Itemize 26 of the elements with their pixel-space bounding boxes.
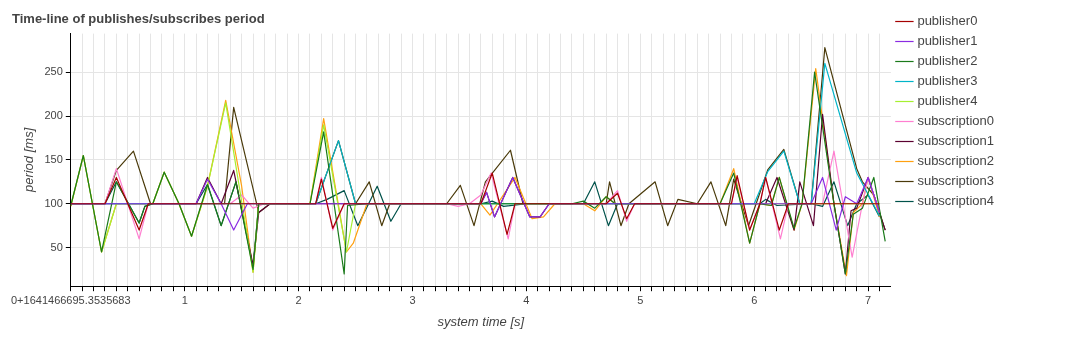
y-tick-label: 250 xyxy=(44,65,63,78)
x-tick-label: 3 xyxy=(409,293,416,306)
y-tick-label: 200 xyxy=(44,109,63,122)
legend-label: publisher0 xyxy=(917,13,978,29)
chart-title: Time-line of publishes/subscribes period xyxy=(12,11,265,27)
legend-label: publisher4 xyxy=(917,93,978,109)
legend-label: publisher3 xyxy=(917,73,978,89)
legend-label: publisher2 xyxy=(917,53,978,69)
y-tick-label: 100 xyxy=(44,196,63,209)
y-axis-title: period [ms] xyxy=(21,127,37,194)
x-tick-label: 6 xyxy=(751,293,758,306)
x-tick-label: 4 xyxy=(523,293,530,306)
x-tick-label: 7 xyxy=(865,293,872,306)
legend-label: subscription2 xyxy=(917,153,995,169)
legend-label: subscription0 xyxy=(917,113,995,129)
x-tick-label: 5 xyxy=(637,293,644,306)
x-tick-label: 0+1641466695.3535683 xyxy=(10,293,131,306)
legend-label: subscription1 xyxy=(917,133,995,149)
x-tick-label: 2 xyxy=(295,293,302,306)
legend-label: subscription4 xyxy=(917,193,995,209)
y-tick-label: 150 xyxy=(44,152,63,165)
legend-label: subscription3 xyxy=(917,173,995,189)
legend-label: publisher1 xyxy=(917,33,978,49)
y-tick-label: 50 xyxy=(50,240,63,253)
x-tick-label: 1 xyxy=(181,293,188,306)
x-axis-title: system time [s] xyxy=(437,313,525,329)
